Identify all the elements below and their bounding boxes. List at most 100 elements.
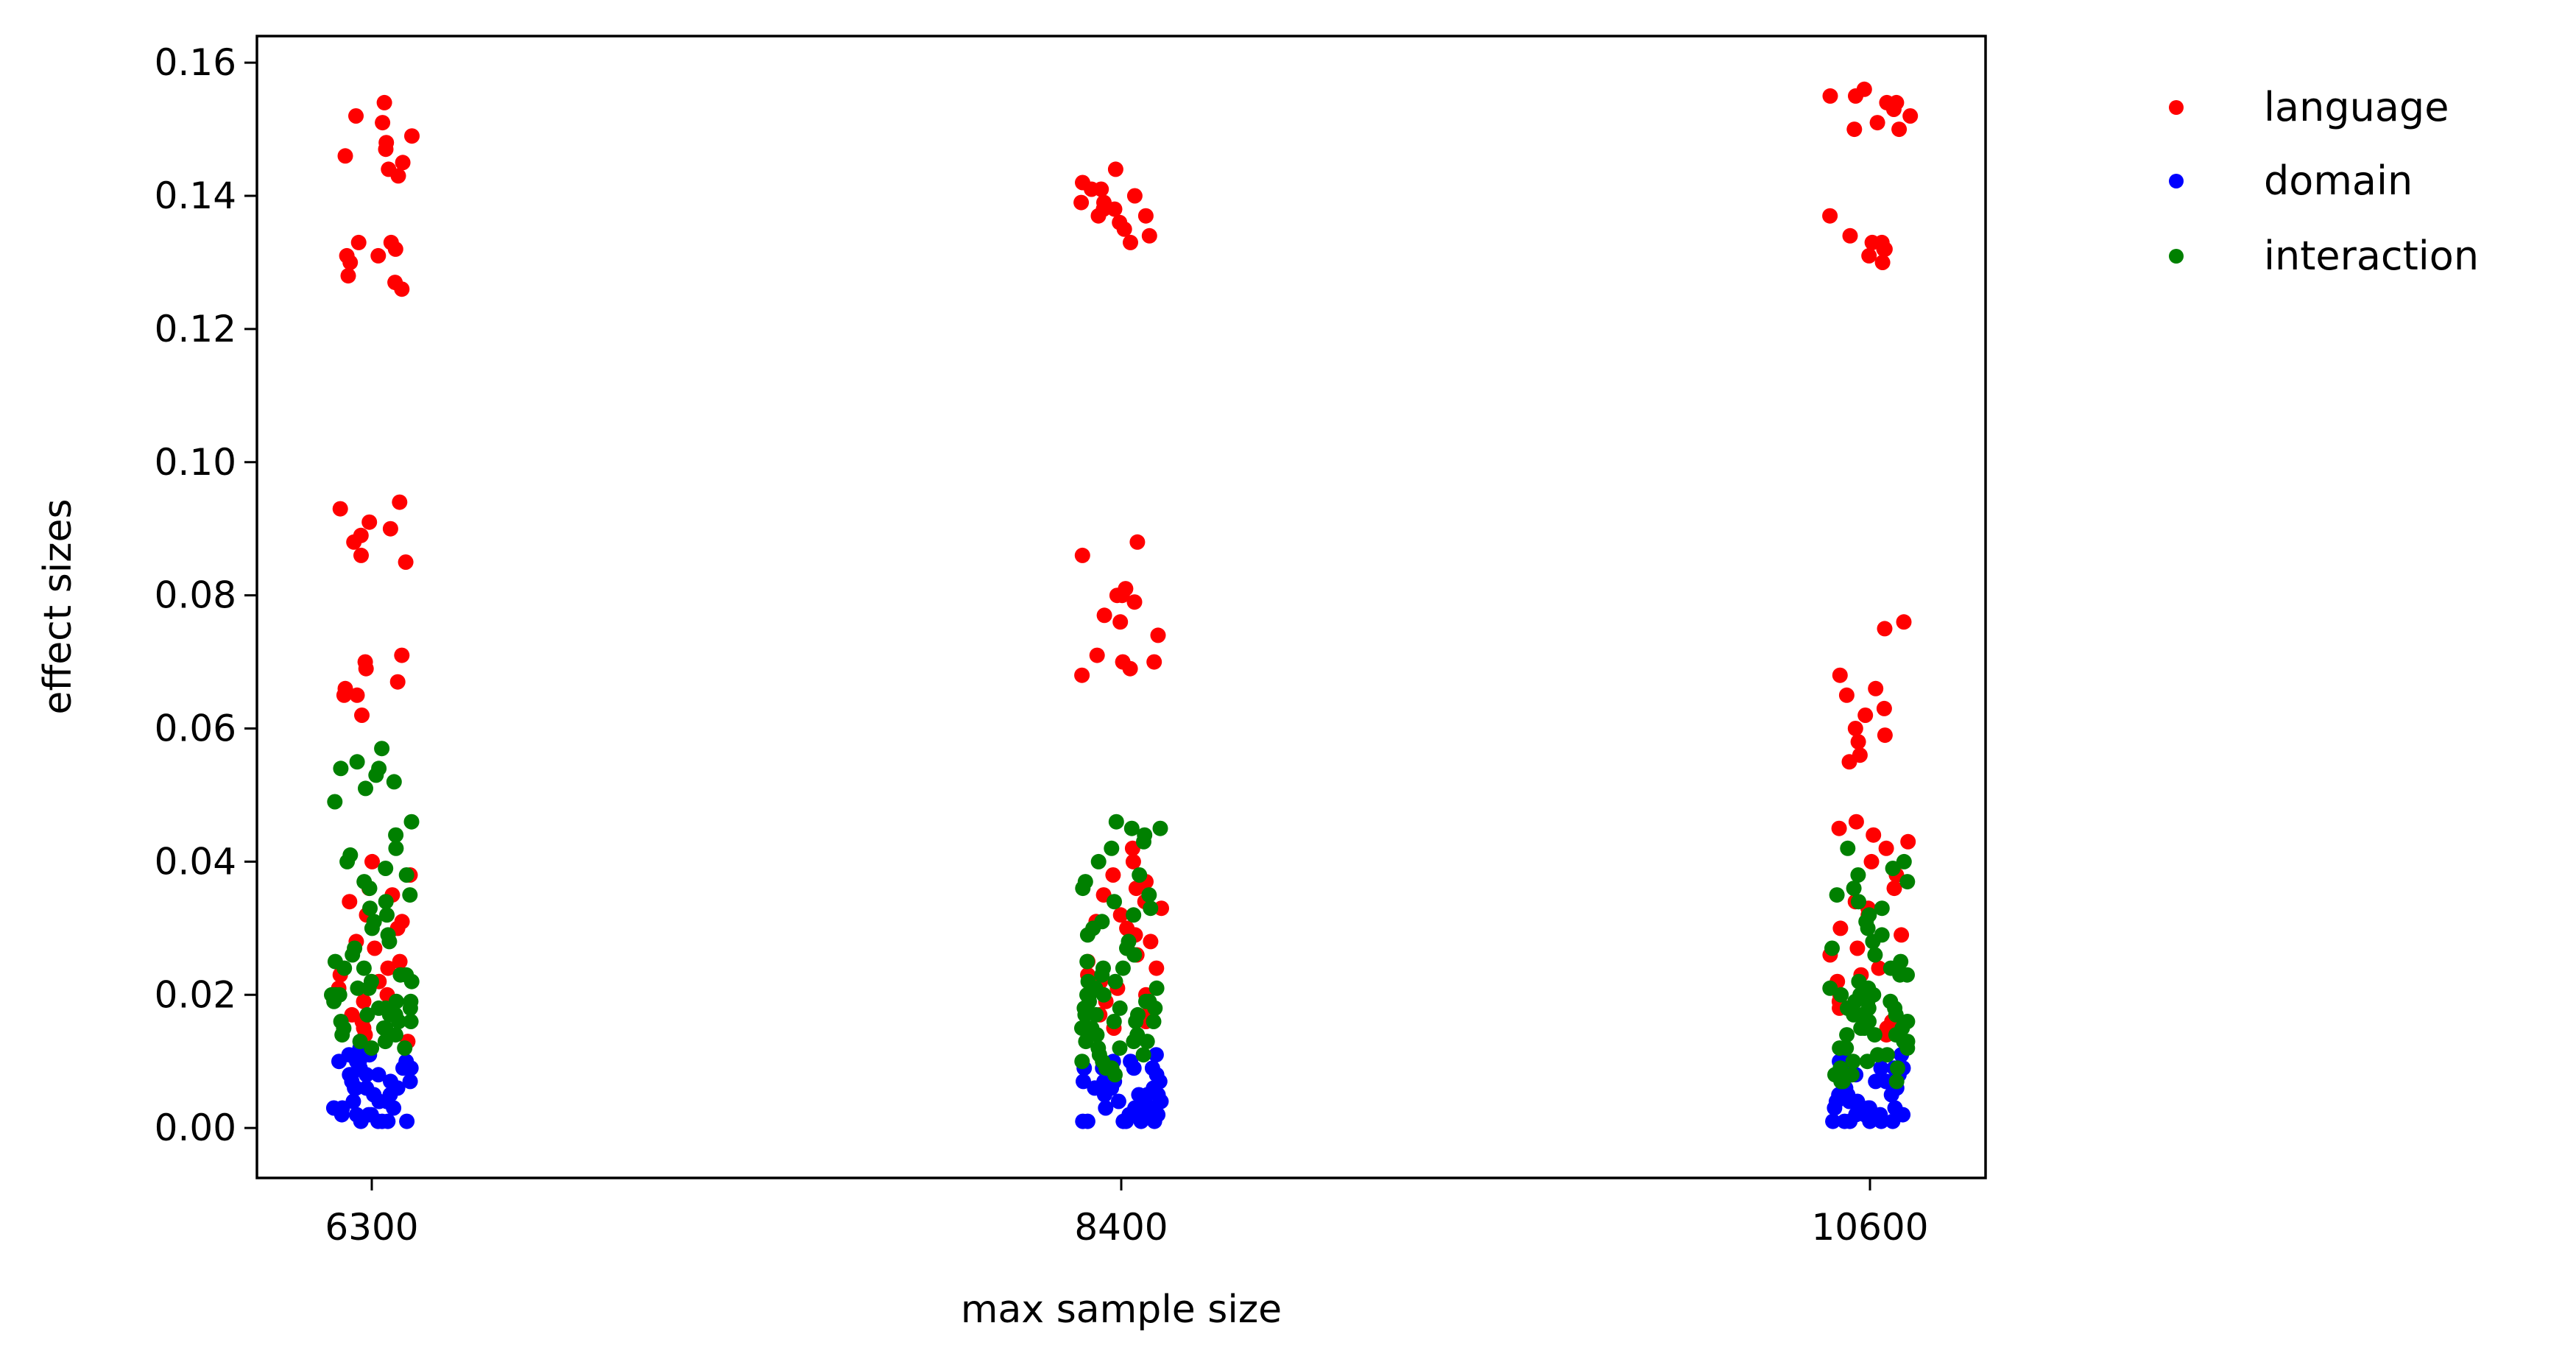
data-point-domain [370, 1113, 386, 1129]
data-point-language [1868, 680, 1884, 696]
data-point-domain [359, 1080, 375, 1096]
data-point-interaction [1135, 1047, 1151, 1063]
data-point-language [1084, 181, 1100, 197]
data-point-domain [403, 1060, 419, 1076]
data-point-domain [386, 1100, 402, 1116]
data-point-interaction [1104, 840, 1120, 856]
data-point-domain [1126, 1060, 1142, 1076]
data-point-language [1090, 208, 1107, 224]
data-point-interaction [1126, 907, 1142, 923]
y-tick-label: 0.14 [155, 174, 236, 217]
data-point-language [1877, 621, 1893, 637]
data-point-language [1129, 534, 1146, 550]
legend-marker-language [2169, 100, 2184, 115]
data-point-interaction [1112, 1000, 1128, 1016]
data-point-interaction [397, 1040, 413, 1056]
data-point-language [1848, 814, 1864, 830]
data-point-language [1128, 881, 1144, 897]
data-point-domain [1075, 1113, 1091, 1129]
data-point-language [1074, 667, 1090, 683]
data-point-interaction [358, 780, 373, 797]
data-point-interaction [361, 980, 377, 996]
data-point-interaction [362, 900, 378, 917]
data-point-domain [1842, 1113, 1858, 1129]
data-point-domain [399, 1113, 415, 1129]
data-point-language [358, 660, 374, 677]
data-point-interaction [1865, 934, 1881, 950]
data-point-language [342, 255, 359, 270]
data-point-interaction [1866, 1027, 1882, 1043]
data-point-language [1126, 594, 1143, 610]
data-point-interaction [1867, 947, 1883, 963]
data-point-interaction [379, 907, 395, 923]
data-point-language [376, 94, 392, 110]
data-point-language [378, 141, 394, 158]
data-point-interaction [1090, 853, 1107, 869]
data-point-language [370, 247, 387, 264]
data-point-language [1096, 607, 1112, 624]
data-point-interaction [364, 920, 380, 936]
data-point-language [390, 168, 406, 184]
data-point-interaction [378, 861, 394, 876]
data-point-language [336, 687, 352, 703]
data-point-language [1832, 920, 1849, 936]
data-point-language [1891, 121, 1908, 138]
data-point-domain [370, 1067, 387, 1083]
data-point-language [1073, 194, 1090, 211]
data-point-domain [1150, 1107, 1166, 1123]
data-point-domain [1873, 1060, 1889, 1076]
data-point-language [394, 281, 410, 297]
x-tick-label: 8400 [1074, 1206, 1168, 1249]
data-point-interaction [378, 894, 394, 910]
data-point-interaction [1845, 1054, 1861, 1070]
data-point-language [1125, 853, 1141, 869]
data-point-interaction [1138, 993, 1154, 1009]
data-point-language [367, 940, 383, 956]
data-point-interaction [1899, 874, 1916, 890]
data-point-interaction [1141, 887, 1157, 903]
data-point-interaction [1851, 894, 1866, 910]
data-point-interaction [1839, 1027, 1855, 1043]
y-tick-label: 0.06 [155, 708, 236, 750]
legend-label-language: language [2264, 84, 2449, 130]
y-tick-label: 0.12 [155, 308, 236, 350]
data-point-language [332, 501, 348, 517]
x-tick-label: 10600 [1811, 1206, 1928, 1249]
data-point-language [1822, 88, 1838, 104]
data-point-domain [331, 1054, 347, 1070]
data-point-interaction [1106, 1014, 1122, 1029]
data-point-language [348, 108, 364, 124]
data-point-language [337, 148, 353, 164]
data-point-interaction [1123, 820, 1140, 836]
data-point-interaction [1139, 1034, 1155, 1050]
data-point-language [364, 853, 380, 869]
data-point-interaction [1822, 980, 1838, 996]
data-point-language [404, 128, 420, 144]
data-point-interaction [1888, 1073, 1905, 1090]
data-point-interaction [1148, 980, 1165, 996]
data-point-language [1126, 188, 1143, 204]
data-point-interaction [1899, 1040, 1916, 1056]
data-point-interaction [1894, 1020, 1910, 1036]
data-point-interaction [1840, 840, 1856, 856]
data-point-domain [1825, 1113, 1841, 1129]
data-point-interaction [1856, 1014, 1872, 1029]
data-point-interaction [381, 934, 398, 950]
data-point-interaction [1888, 1006, 1904, 1023]
data-point-interaction [1079, 953, 1095, 970]
data-point-language [380, 960, 396, 976]
data-point-domain [348, 1107, 364, 1123]
data-point-domain [334, 1107, 350, 1123]
data-point-interaction [368, 767, 384, 783]
data-point-language [350, 234, 367, 250]
data-point-language [1089, 647, 1105, 663]
data-point-language [1831, 820, 1847, 836]
legend: language domain interaction [2169, 84, 2479, 279]
data-point-language [1847, 721, 1863, 736]
data-point-language [1846, 121, 1863, 138]
data-point-domain [1883, 1087, 1899, 1103]
x-tick-label: 6300 [325, 1206, 418, 1249]
data-point-domain [1115, 1113, 1132, 1129]
data-point-language [1841, 754, 1857, 770]
